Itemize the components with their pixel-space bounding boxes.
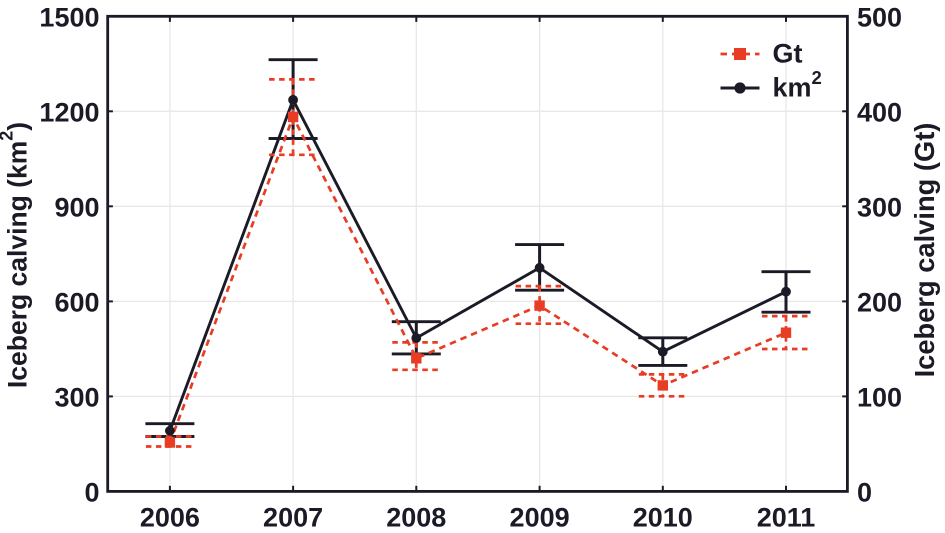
svg-text:2008: 2008 (386, 503, 446, 533)
svg-text:300: 300 (54, 382, 99, 412)
svg-text:2010: 2010 (633, 503, 693, 533)
svg-text:Gt: Gt (773, 39, 803, 69)
svg-text:100: 100 (857, 382, 902, 412)
svg-text:1200: 1200 (39, 97, 99, 127)
svg-text:0: 0 (857, 477, 872, 507)
svg-text:2009: 2009 (510, 503, 570, 533)
svg-text:900: 900 (54, 192, 99, 222)
svg-text:200: 200 (857, 287, 902, 317)
svg-text:500: 500 (857, 2, 902, 32)
svg-text:400: 400 (857, 97, 902, 127)
svg-text:2007: 2007 (263, 503, 323, 533)
svg-text:2011: 2011 (757, 503, 816, 533)
svg-text:2006: 2006 (140, 503, 200, 533)
svg-text:600: 600 (54, 287, 99, 317)
svg-text:300: 300 (857, 192, 902, 222)
svg-text:1500: 1500 (39, 2, 99, 32)
svg-text:Iceberg calving (Gt): Iceberg calving (Gt) (909, 123, 940, 378)
svg-text:Iceberg calving (km2): Iceberg calving (km2) (0, 122, 32, 388)
svg-text:0: 0 (84, 477, 99, 507)
